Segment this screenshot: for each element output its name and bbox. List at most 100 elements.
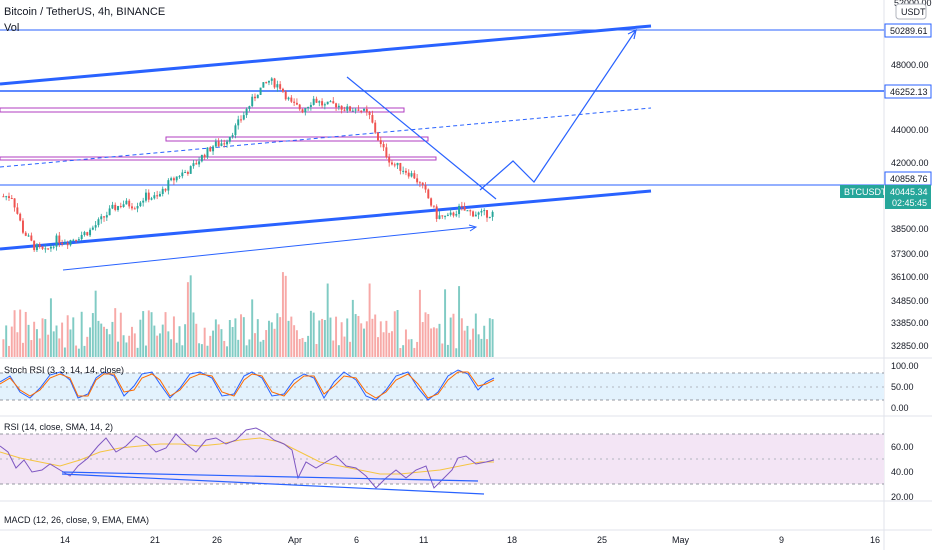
resistance-mid-value: 46252.13 — [890, 87, 928, 97]
volume-bar — [30, 340, 33, 357]
candle-body — [111, 204, 114, 209]
volume-bar — [38, 338, 41, 357]
candle-body — [161, 188, 164, 194]
candle-body — [66, 243, 69, 246]
price-tick: 36100.00 — [891, 272, 929, 282]
candle-body — [209, 147, 212, 152]
volume-bar — [435, 328, 438, 357]
candle-body — [413, 173, 416, 179]
projection-path[interactable] — [479, 29, 637, 191]
candle-body — [164, 188, 167, 191]
candle-body — [309, 104, 312, 107]
candle-body — [167, 180, 170, 191]
candle-body — [427, 189, 430, 199]
rsi-tick: 20.00 — [891, 492, 914, 502]
volume-bar — [217, 324, 220, 357]
volume-bar — [55, 325, 58, 357]
volume-bar — [80, 311, 83, 357]
candle-body — [10, 197, 13, 199]
volume-bar — [86, 336, 89, 357]
candle-body — [307, 106, 310, 109]
volume-bar — [354, 314, 357, 357]
volume-bar — [469, 339, 472, 357]
price-tick: 37300.00 — [891, 249, 929, 259]
candle-body — [214, 141, 217, 147]
rsi-divergence-line-top[interactable] — [61, 471, 479, 482]
downtrend-line[interactable] — [346, 76, 497, 200]
price-tick: 38500.00 — [891, 224, 929, 234]
currency-button[interactable] — [895, 3, 927, 20]
volume-bar — [321, 318, 324, 357]
candle-body — [136, 206, 139, 209]
volume-bar — [416, 341, 419, 357]
volume-bar — [254, 333, 256, 357]
volume-bar — [44, 319, 47, 357]
candle-body — [100, 216, 103, 220]
candle-body — [399, 162, 402, 171]
time-label: 9 — [779, 535, 784, 545]
volume-bar — [125, 342, 128, 357]
rsi-label: RSI (14, close, SMA, 14, 2) — [4, 422, 113, 432]
candle-body — [72, 239, 75, 241]
symbol-label: BTCUSDT — [844, 187, 887, 197]
candle-body — [374, 122, 377, 133]
stoch-rsi-label: Stoch RSI (3, 3, 14, 14, close) — [4, 365, 124, 375]
candle-body — [458, 205, 461, 215]
volume-bar — [100, 323, 103, 357]
candle-body — [486, 210, 488, 218]
volume-bar — [245, 345, 248, 357]
candle-body — [365, 108, 368, 113]
candle-body — [248, 106, 251, 109]
candle-body — [491, 211, 494, 217]
candle-body — [424, 185, 427, 190]
candle-body — [452, 212, 455, 216]
candle-body — [304, 108, 307, 113]
rsi-ma-line — [0, 437, 494, 475]
volume-bar — [105, 328, 108, 357]
volume-bar — [293, 325, 296, 357]
candle-body — [122, 204, 125, 207]
volume-bar — [41, 318, 44, 357]
candle-body — [5, 196, 8, 198]
candle-body — [287, 97, 290, 100]
volume-bar — [214, 319, 217, 357]
volume-bar — [430, 328, 433, 357]
volume-bar — [131, 326, 133, 357]
volume-bar — [393, 311, 396, 357]
volume-bar — [58, 338, 61, 357]
candle-body — [158, 193, 161, 197]
volume-bar — [119, 312, 122, 357]
channel-upper[interactable] — [0, 24, 652, 86]
candle-body — [217, 141, 220, 146]
time-label: 6 — [354, 535, 359, 545]
last-price-badge — [885, 185, 931, 209]
volume-bar — [139, 319, 142, 357]
candle-body — [223, 143, 226, 145]
volume-bar — [407, 339, 410, 357]
candle-body — [438, 215, 441, 219]
volume-bar — [13, 310, 16, 357]
time-label: May — [672, 535, 690, 545]
candle-body — [416, 178, 419, 183]
candle-body — [379, 140, 382, 145]
volume-bar — [35, 329, 38, 357]
volume-bar — [396, 310, 399, 357]
volume-bar — [248, 339, 251, 357]
volume-bar — [424, 312, 427, 357]
candle-body — [80, 234, 83, 240]
rsi-divergence-line-bottom[interactable] — [61, 473, 485, 495]
channel-lower[interactable] — [0, 189, 652, 251]
candle-body — [181, 172, 184, 177]
candle-body — [354, 109, 357, 111]
volume-bar — [172, 316, 175, 357]
time-axis[interactable]: 14 21 26 Apr 6 11 18 25 May 9 16 — [60, 535, 880, 545]
volume-bar — [63, 347, 66, 357]
volume-bar — [212, 330, 215, 357]
trend-arrow-lower[interactable] — [62, 226, 477, 271]
volume-bar — [295, 330, 298, 357]
candles — [2, 77, 494, 253]
candle-body — [435, 206, 438, 219]
channel-mid[interactable] — [0, 107, 652, 168]
volume-bar — [49, 298, 52, 357]
